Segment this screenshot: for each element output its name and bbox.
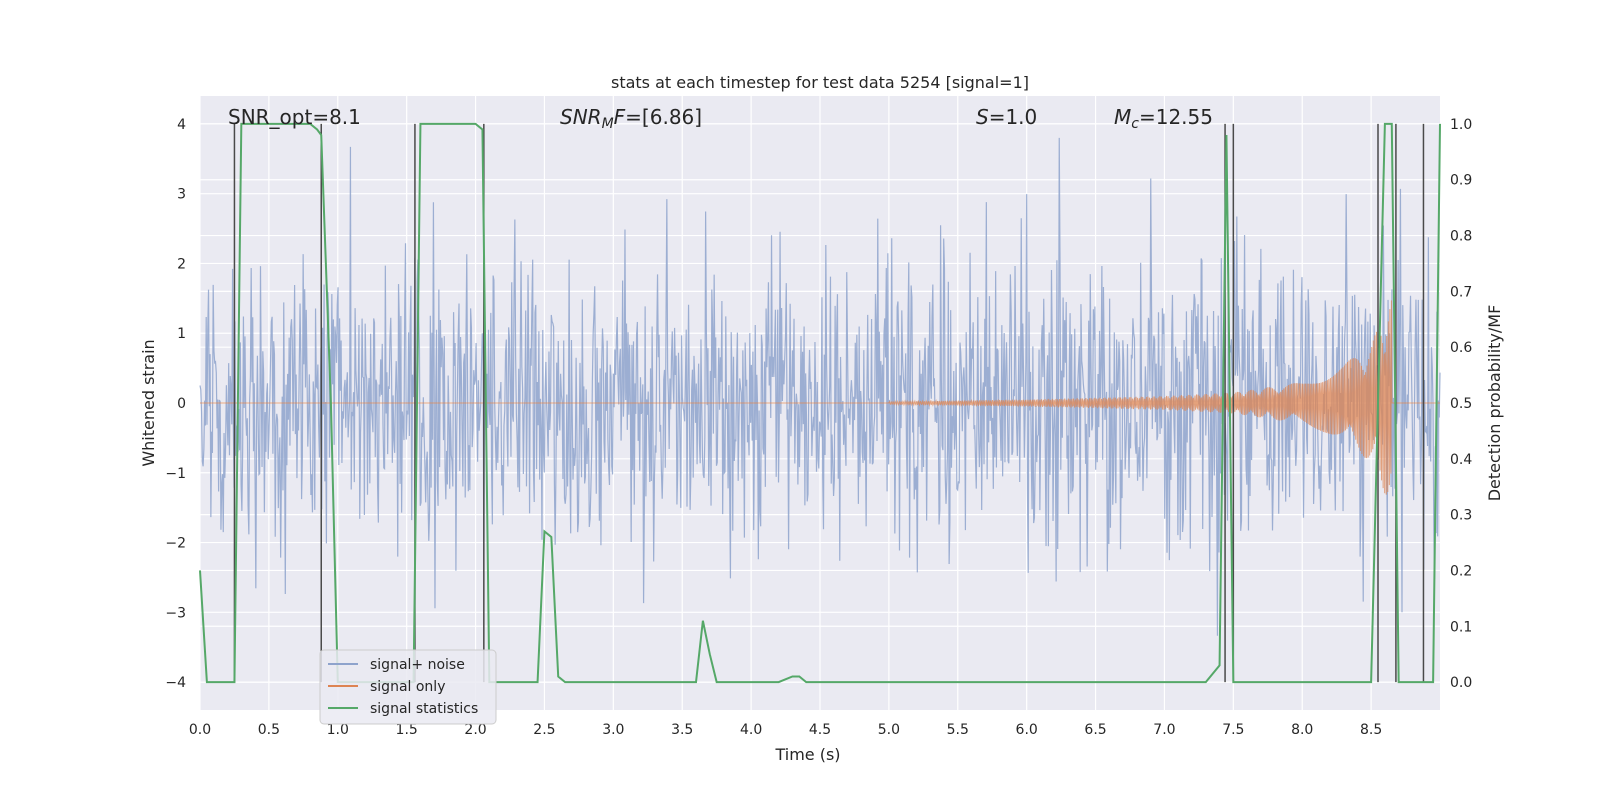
annotation-snr-mf-sub: M — [602, 116, 614, 132]
left-axis-ticks: −4 −3 −2 −1 0 1 2 3 4 — [165, 117, 186, 691]
x-tick-label: 5.5 — [947, 722, 969, 738]
y-tick-label: −3 — [165, 605, 186, 621]
legend-label-stats: signal statistics — [370, 701, 478, 717]
x-tick-label: 7.5 — [1222, 722, 1244, 738]
x-axis-label: Time (s) — [774, 745, 840, 764]
x-tick-label: 1.0 — [327, 722, 349, 738]
x-axis-ticks: 0.0 0.5 1.0 1.5 2.0 2.5 3.0 3.5 4.0 4.5 5.0 5.5 6.0 6… — [189, 722, 1382, 738]
x-tick-label: 6.0 — [1016, 722, 1038, 738]
annotation-mc: Mc=12.55 — [1114, 105, 1213, 132]
annotation-s: S=1.0 — [976, 105, 1037, 129]
annotation-snr-mf-prefix: SNR — [560, 105, 602, 129]
y2-tick-label: 1.0 — [1450, 117, 1472, 133]
x-tick-label: 0.0 — [189, 722, 211, 738]
x-tick-label: 7.0 — [1153, 722, 1175, 738]
right-axis-ticks: 0.0 0.1 0.2 0.3 0.4 0.5 0.6 0.7 0.8 0.9 1.0 — [1450, 117, 1472, 691]
y2-tick-label: 0.2 — [1450, 563, 1472, 579]
y-tick-label: 3 — [177, 187, 186, 203]
x-tick-label: 2.0 — [464, 722, 486, 738]
y2-tick-label: 0.1 — [1450, 619, 1472, 635]
legend: signal+ noise signal only signal statist… — [319, 649, 497, 725]
annotation-snr-mf-value: =[6.86] — [625, 105, 702, 129]
y-tick-label: 4 — [177, 117, 186, 133]
y-tick-label: 0 — [177, 396, 186, 412]
y2-tick-label: 0.0 — [1450, 675, 1472, 691]
y-tick-label: −4 — [165, 675, 186, 691]
x-tick-label: 1.5 — [396, 722, 418, 738]
y2-tick-label: 0.9 — [1450, 173, 1472, 189]
y-tick-label: −1 — [165, 466, 186, 482]
legend-label-noise: signal+ noise — [370, 657, 465, 673]
x-tick-label: 8.5 — [1360, 722, 1382, 738]
x-tick-label: 3.5 — [671, 722, 693, 738]
annotation-mc-sub: c — [1131, 116, 1139, 132]
x-tick-label: 8.0 — [1291, 722, 1313, 738]
y-tick-label: 2 — [177, 256, 186, 272]
annotation-snr-mf-mid: F — [614, 105, 626, 129]
legend-label-signal: signal only — [370, 679, 445, 695]
y2-tick-label: 0.4 — [1450, 452, 1472, 468]
annotation-mc-prefix: M — [1114, 105, 1131, 129]
y-tick-label: −2 — [165, 536, 186, 552]
y2-axis-label: Detection probability/MF — [1485, 305, 1504, 502]
annotation-s-prefix: S — [976, 105, 989, 129]
x-tick-label: 2.5 — [533, 722, 555, 738]
signal-statistics-series — [199, 122, 1441, 684]
y-tick-label: 1 — [177, 326, 186, 342]
x-tick-label: 4.0 — [740, 722, 762, 738]
y2-tick-label: 0.6 — [1450, 340, 1472, 356]
y-axis-label: Whitened strain — [139, 339, 158, 466]
signal-statistics-line — [199, 122, 1441, 684]
annotation-mc-value: =12.55 — [1139, 105, 1213, 129]
annotation-snr-mf: SNRMF=[6.86] — [560, 105, 702, 132]
x-tick-label: 3.0 — [602, 722, 624, 738]
x-tick-label: 5.0 — [878, 722, 900, 738]
annotation-s-value: =1.0 — [989, 105, 1038, 129]
annotation-snr-opt: SNR_opt=8.1 — [228, 105, 361, 129]
chart-title: stats at each timestep for test data 525… — [611, 73, 1029, 92]
x-tick-label: 0.5 — [258, 722, 280, 738]
y2-tick-label: 0.3 — [1450, 508, 1472, 524]
y2-tick-label: 0.7 — [1450, 284, 1472, 300]
y2-tick-label: 0.8 — [1450, 229, 1472, 245]
x-tick-label: 6.5 — [1084, 722, 1106, 738]
x-tick-label: 4.5 — [809, 722, 831, 738]
legend-box — [319, 649, 497, 725]
y2-tick-label: 0.5 — [1450, 396, 1472, 412]
